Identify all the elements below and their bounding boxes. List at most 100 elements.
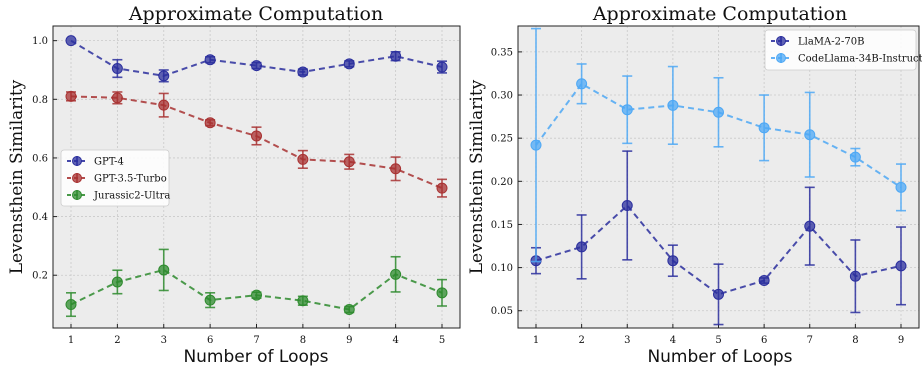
x-axis-label: Number of Loops (183, 347, 328, 367)
x-tick-label: 8 (300, 335, 306, 346)
series-gpt-4 (65, 35, 448, 83)
series-codellama-34b-instruct (530, 27, 907, 263)
x-tick-label: 1 (68, 335, 74, 346)
y-tick-label: 0.30 (491, 91, 513, 102)
data-point (251, 289, 262, 301)
x-tick-label: 5 (715, 335, 721, 346)
x-tick-label: 6 (761, 335, 767, 346)
y-tick-label: 0.05 (491, 306, 513, 317)
data-point (343, 304, 355, 316)
data-point (111, 92, 123, 104)
legend-marker (72, 173, 82, 183)
data-point (65, 299, 77, 311)
data-point (297, 295, 309, 307)
data-point (804, 220, 816, 232)
x-tick-label: 5 (439, 335, 445, 346)
data-point (390, 50, 402, 62)
legend-marker (776, 53, 786, 63)
data-point (436, 182, 448, 194)
data-point (895, 181, 907, 193)
x-tick-label: 4 (392, 335, 398, 346)
x-tick-label: 7 (253, 335, 259, 346)
y-tick-label: 0.10 (491, 263, 513, 274)
y-axis-label: Levensthein Similarity (7, 79, 27, 274)
x-tick-label: 4 (670, 335, 676, 346)
x-tick-label: 9 (346, 335, 352, 346)
data-point (436, 61, 448, 73)
data-point (111, 276, 123, 288)
data-point (667, 99, 679, 111)
legend-label: GPT-4 (94, 157, 124, 168)
data-point (390, 163, 402, 175)
data-point (65, 90, 77, 102)
x-tick-label: 1 (533, 335, 539, 346)
data-point (758, 275, 770, 287)
chart-1: 1 2 3 6 7 8 9 4 5 0.2 0.4 0.6 0.8 1.0 Approximate Comp… (7, 3, 461, 367)
data-point (530, 139, 542, 151)
y-tick-label: 0.20 (491, 177, 513, 188)
data-point (895, 260, 907, 272)
data-point (251, 130, 262, 142)
x-tick-label: 7 (807, 335, 813, 346)
legend-label: LlaMA-2-70B (798, 37, 864, 48)
x-tick-label: 2 (578, 335, 584, 346)
data-point (65, 35, 77, 47)
y-tick-label: 1.0 (32, 36, 48, 47)
series-line (535, 204, 902, 296)
x-tick-label: 8 (852, 335, 858, 346)
legend: LlaMA-2-70B CodeLlama-34B-Instruct (764, 29, 922, 71)
y-tick-label: 0.8 (32, 95, 48, 106)
data-point (158, 99, 170, 111)
data-point (758, 122, 770, 134)
y-axis-label: Levensthein Similarity (467, 79, 487, 274)
data-point (111, 63, 123, 75)
data-point (621, 199, 633, 211)
series-gpt-3-5-turbo (65, 90, 448, 198)
data-point (849, 151, 861, 163)
legend-marker (72, 190, 82, 200)
series-jurassic2-ultra (65, 248, 448, 318)
data-point (297, 153, 309, 165)
legend: GPT-4 GPT-3.5-Turbo Jurassic2-Ultra (60, 149, 170, 207)
legend-box (60, 149, 170, 207)
x-tick-label: 2 (114, 335, 120, 346)
legend-marker (776, 36, 786, 46)
data-point (251, 60, 262, 72)
data-point (667, 255, 679, 267)
y-tick-label: 0.4 (32, 212, 48, 223)
plot-frame (517, 25, 920, 329)
data-point (158, 70, 170, 82)
x-tick-label: 9 (898, 335, 904, 346)
legend-label: CodeLlama-34B-Instruct (798, 54, 922, 65)
data-point (576, 241, 588, 253)
legend-label: GPT-3.5-Turbo (94, 174, 167, 185)
legend-marker (72, 156, 82, 166)
data-point (343, 156, 355, 168)
y-tick-label: 0.25 (491, 134, 513, 145)
x-tick-label: 6 (207, 335, 213, 346)
y-tick-label: 0.35 (491, 47, 513, 58)
data-point (204, 54, 216, 66)
chart-title: Approximate Computation (592, 3, 847, 25)
data-point (390, 268, 402, 280)
legend-label: Jurassic2-Ultra (93, 191, 170, 202)
data-point (204, 294, 216, 306)
data-point (158, 264, 170, 276)
x-axis-label: Number of Loops (647, 347, 792, 367)
data-point (343, 58, 355, 70)
legend-box (764, 29, 917, 71)
series-line (70, 39, 443, 77)
y-tick-label: 0.6 (32, 153, 48, 164)
y-tick-label: 0.15 (491, 220, 513, 231)
data-point (713, 288, 724, 300)
x-tick-label: 3 (161, 335, 167, 346)
data-point (297, 66, 309, 78)
x-tick-label: 3 (624, 335, 630, 346)
y-tick-label: 0.2 (32, 271, 48, 282)
data-point (204, 117, 216, 129)
data-point (849, 270, 861, 282)
chart-2: 1 2 3 4 5 6 7 8 9 0.05 0.10 0.15 0.20 0.25 0.30 0.35 App… (467, 3, 922, 367)
chart-title: Approximate Computation (128, 3, 383, 25)
plot-frame (52, 25, 461, 329)
